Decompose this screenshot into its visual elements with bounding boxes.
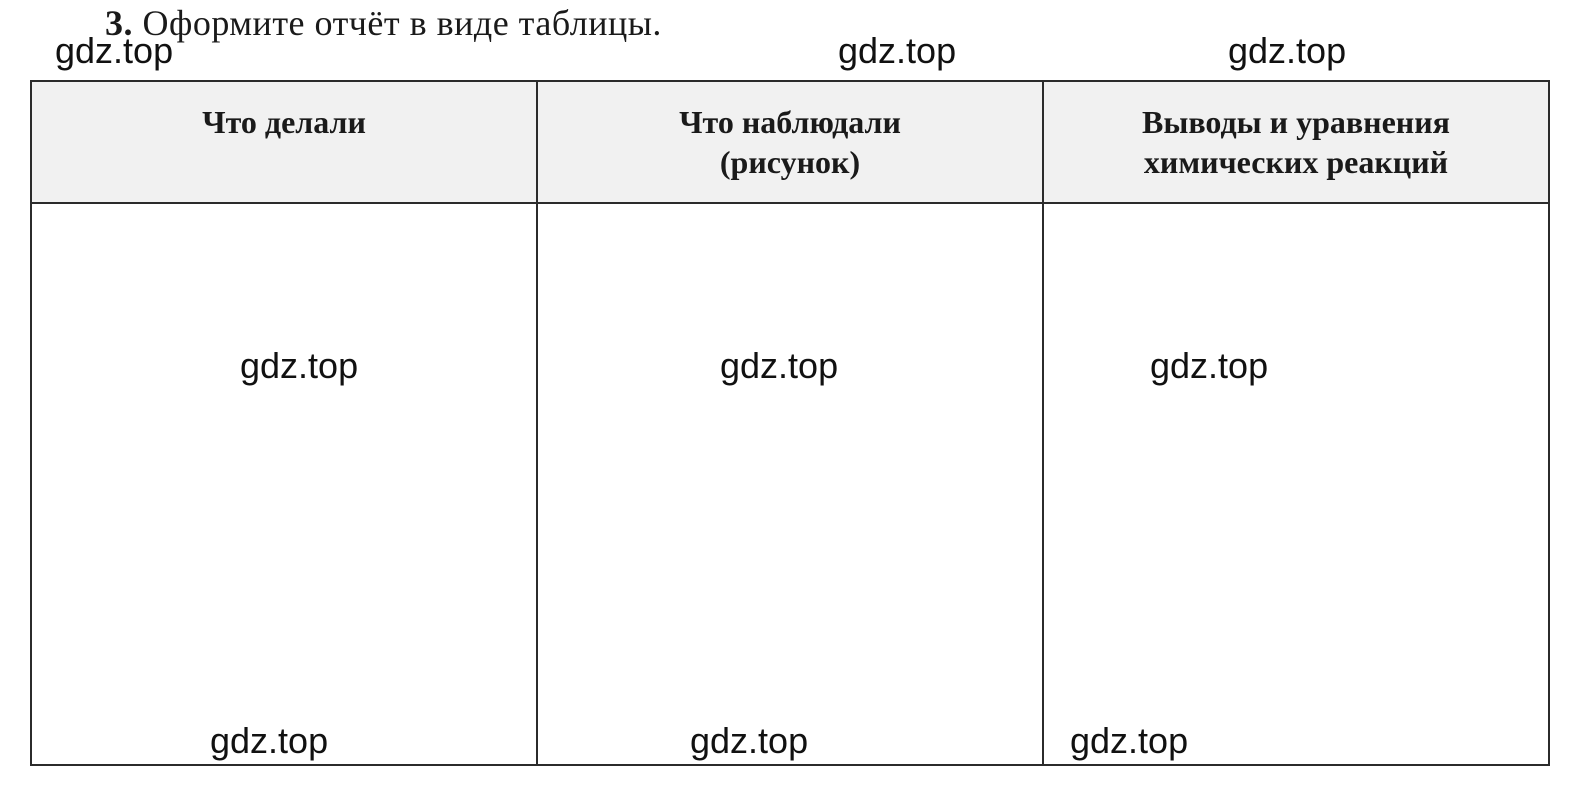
report-table: Что делали Что наблюдали (рисунок) Вывод…	[30, 80, 1550, 766]
table-cell-2	[537, 203, 1043, 765]
table-header-1: Что делали	[31, 81, 537, 203]
table-header-3-line1: Выводы и уравнения	[1142, 104, 1450, 140]
table-cell-1	[31, 203, 537, 765]
prompt-line: 3. Оформите отчёт в виде таблицы.	[105, 2, 662, 44]
page-root: 3. Оформите отчёт в виде таблицы. Что де…	[0, 0, 1578, 797]
table-header-3: Выводы и уравнения химических реакций	[1043, 81, 1549, 203]
table-header-1-line1: Что делали	[202, 104, 366, 140]
table-row	[31, 203, 1549, 765]
table-header-2-line2: (рисунок)	[720, 144, 860, 180]
table-header-row: Что делали Что наблюдали (рисунок) Вывод…	[31, 81, 1549, 203]
prompt-text: Оформите отчёт в виде таблицы.	[143, 3, 662, 43]
table-header-2: Что наблюдали (рисунок)	[537, 81, 1043, 203]
watermark: gdz.top	[838, 30, 956, 72]
table-cell-3	[1043, 203, 1549, 765]
prompt-number: 3.	[105, 3, 133, 43]
table-header-2-line1: Что наблюдали	[679, 104, 901, 140]
table-header-3-line2: химических реакций	[1144, 144, 1448, 180]
watermark: gdz.top	[1228, 30, 1346, 72]
